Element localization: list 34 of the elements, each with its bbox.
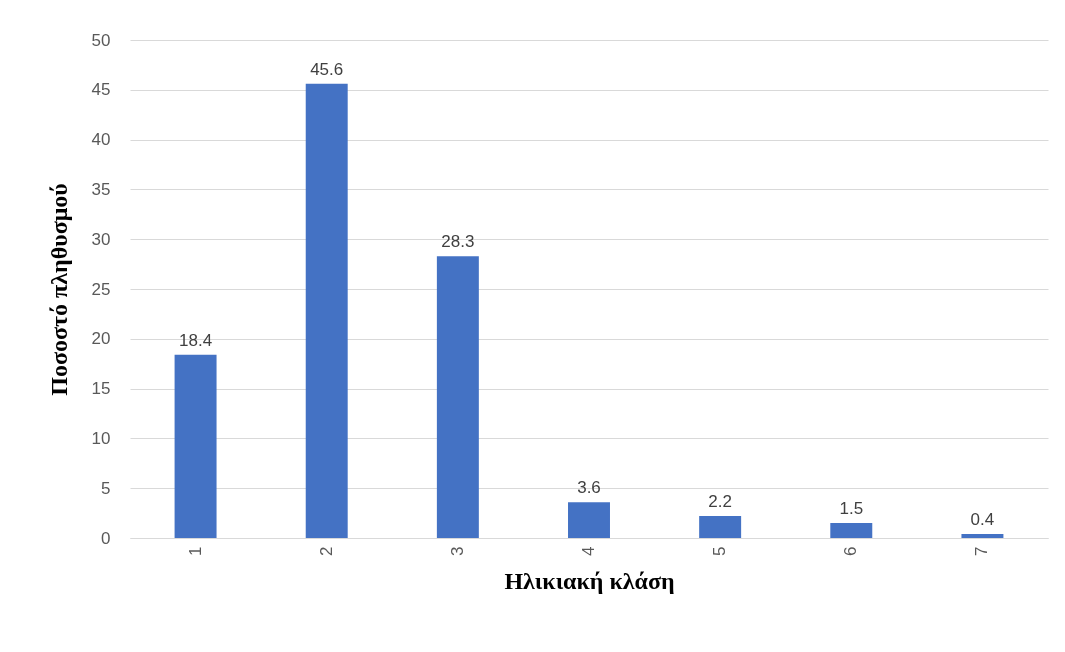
y-tick-label: 45: [91, 80, 111, 100]
y-axis-title: Ποσοστό πληθυσμού: [45, 183, 72, 396]
bar: [436, 256, 479, 538]
data-label: 0.4: [970, 510, 995, 530]
x-tick-label: 2: [316, 546, 336, 556]
x-tick-label: 5: [710, 546, 730, 556]
data-label: 3.6: [577, 478, 601, 498]
bar: [699, 516, 742, 538]
y-tick-label: 50: [91, 30, 111, 50]
x-tick-label: 3: [447, 546, 467, 556]
data-label: 45.6: [310, 59, 344, 79]
x-tick-label: 6: [841, 546, 861, 556]
bar: [830, 523, 873, 538]
data-label: 18.4: [179, 330, 213, 350]
x-axis-title: Ηλικιακή κλάση: [504, 567, 675, 594]
y-tick-label: 15: [91, 379, 111, 399]
bar: [174, 354, 217, 538]
x-tick-label: 4: [579, 546, 598, 556]
y-tick-label: 0: [101, 528, 111, 548]
y-tick-label: 30: [91, 229, 111, 249]
x-tick-label: 7: [972, 546, 992, 556]
bar: [305, 83, 348, 538]
bar: [568, 502, 610, 538]
y-tick-label: 5: [101, 478, 111, 498]
x-tick-label: 1: [185, 546, 205, 556]
bar: [961, 534, 1004, 538]
data-label: 28.3: [441, 232, 475, 252]
y-tick-label: 40: [91, 130, 111, 150]
y-tick-label: 25: [91, 279, 111, 299]
y-tick-label: 10: [91, 428, 111, 448]
y-tick-label: 35: [91, 179, 111, 199]
y-tick-label: 20: [91, 329, 111, 349]
data-label: 2.2: [708, 492, 732, 512]
data-label: 1.5: [839, 499, 864, 519]
